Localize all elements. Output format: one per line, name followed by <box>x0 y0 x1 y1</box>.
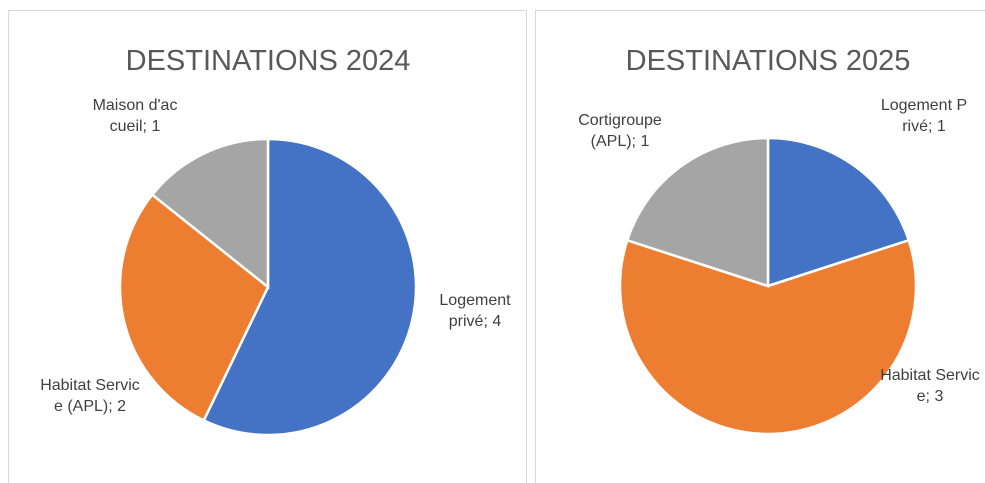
label-value: 4 <box>492 313 502 330</box>
label-value: 1 <box>640 133 650 150</box>
data-label: Cortigroupe (APL); 1 <box>568 110 672 152</box>
chart-title: DESTINATIONS 2025 <box>626 45 911 77</box>
label-category: Habitat Service <box>880 367 980 405</box>
label-category: Maison d'accueil <box>92 97 178 135</box>
data-label: Habitat Service (APL); 2 <box>40 375 140 417</box>
data-label: Logement privé; 4 <box>436 290 514 332</box>
pie-slice <box>118 192 270 423</box>
pie-slice <box>766 136 911 288</box>
label-value: 3 <box>934 388 944 405</box>
pie-slice <box>150 137 270 290</box>
pie-slice <box>202 137 418 437</box>
pie-slice <box>618 238 918 436</box>
label-separator: ; <box>483 313 493 330</box>
label-category: Habitat Service (APL) <box>40 377 140 415</box>
label-category: Cortigroupe (APL) <box>578 112 662 150</box>
pie-slice <box>625 136 770 288</box>
label-separator: ; <box>925 388 935 405</box>
label-value: 1 <box>936 118 946 135</box>
data-label: Habitat Service; 3 <box>880 365 980 407</box>
label-value: 2 <box>117 398 127 415</box>
label-separator: ; <box>927 118 937 135</box>
label-separator: ; <box>631 133 641 150</box>
label-value: 1 <box>151 118 161 135</box>
data-label: Maison d'accueil; 1 <box>90 95 180 137</box>
chart-title: DESTINATIONS 2024 <box>126 45 411 77</box>
label-separator: ; <box>142 118 152 135</box>
label-separator: ; <box>108 398 118 415</box>
data-label: Logement Privé; 1 <box>880 95 968 137</box>
label-category: Logement Privé <box>880 97 968 135</box>
label-category: Logement privé <box>439 292 511 330</box>
